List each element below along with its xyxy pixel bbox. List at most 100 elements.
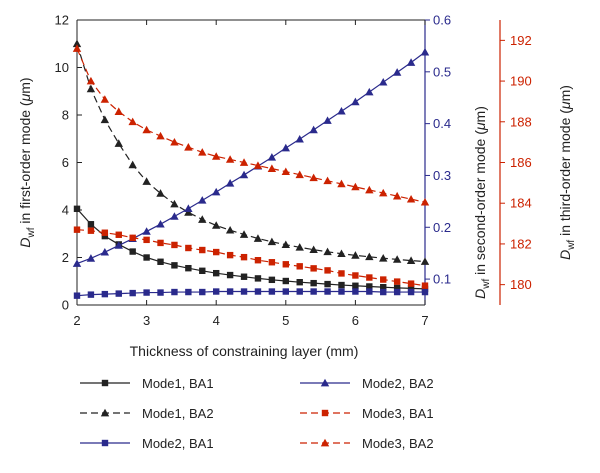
data-point [267,153,277,161]
data-point [338,270,345,277]
data-point [213,248,220,256]
legend-label: Mode3, BA1 [362,406,434,421]
data-point [199,288,206,296]
data-point [171,241,178,249]
data-point [101,290,109,298]
data-point [170,137,179,146]
data-point [338,281,345,289]
right2-axis-title-var: D [557,250,573,260]
left-tick-label: 8 [62,108,69,123]
data-point [129,234,136,242]
legend-label: Mode1, BA2 [142,406,214,421]
data-point [392,68,402,76]
right1-axis-title: Dwf in second-order mode (μm) [472,106,492,299]
right2-tick-label: 184 [510,196,532,211]
legend-label: Mode3, BA2 [362,436,434,451]
data-point [240,273,248,280]
right1-tick-label: 0.4 [433,116,451,131]
data-point [129,248,136,255]
data-point [226,288,234,295]
data-point [324,280,331,288]
data-point [282,288,289,295]
data-point [406,194,416,203]
data-point [239,230,249,238]
data-point [170,199,179,208]
data-point [406,256,416,264]
data-point [282,261,289,268]
data-point [240,253,248,261]
data-point [100,247,110,256]
data-point [281,240,290,249]
data-point [365,252,374,261]
data-point [268,288,276,295]
legend-item: Mode2, BA2 [300,376,434,391]
data-point [73,226,81,233]
right1-tick-label: 0.5 [433,64,451,79]
data-point [351,251,360,259]
right2-axis-title-text: in third-order mode ( [557,109,573,240]
right2-axis-title-sub: wf [566,240,577,251]
labels-layer: Thickness of constraining layer (mm) Dwf… [17,77,577,359]
legend-item: Mode1, BA1 [80,376,214,391]
data-point [310,279,317,287]
data-point [281,167,290,176]
right2-axis-title-unit-italic: μ [557,101,573,110]
right2-tick-label: 186 [510,155,532,170]
series-mode3-ba2 [72,44,430,206]
series-line [76,290,425,297]
data-point [309,173,318,182]
data-point [337,179,346,188]
left-tick-label: 6 [62,155,69,170]
legend-marker [101,379,109,387]
left-tick-label: 0 [62,298,69,313]
data-point [406,58,416,66]
data-point [213,288,220,295]
data-point [310,288,317,295]
series-mode3-ba1 [73,226,429,289]
legend-marker [320,378,330,387]
data-point [351,182,360,191]
data-point [185,288,192,296]
legend-label: Mode1, BA1 [142,376,214,391]
left-axis-title-sub: wf [26,227,37,238]
data-point [267,164,277,172]
axes-layer: 2 3 4 5 6 70246810120.10.20.30.40.50.61801821… [55,13,532,329]
data-point [199,246,206,254]
data-point [366,274,373,281]
data-point [420,257,430,265]
data-point [309,125,318,134]
data-point [101,232,109,240]
data-point [184,204,193,212]
data-point [156,131,165,140]
data-point [73,205,81,213]
data-point [115,231,122,238]
right1-tick-label: 0.6 [433,13,451,28]
x-tick-label: 4 [213,313,220,328]
data-point [352,288,359,295]
data-point [323,116,332,124]
data-point [393,278,401,285]
left-tick-label: 12 [55,13,69,28]
data-point [225,179,235,187]
data-point [351,97,360,106]
data-point [420,47,430,56]
data-point [198,148,207,156]
data-point [324,267,331,274]
data-point [253,161,263,169]
right2-tick-label: 182 [510,236,532,251]
data-point [337,107,346,115]
data-point [282,277,289,285]
data-point [253,234,263,242]
x-tick-label: 6 [352,313,359,328]
data-point [421,288,429,296]
x-tick-label: 2 [73,313,80,328]
data-point [213,269,220,277]
right1-axis-title-var: D [472,289,488,299]
data-point [72,44,82,52]
series-mode2-ba1 [73,288,429,299]
data-point [72,39,82,48]
data-point [379,188,388,197]
data-point [267,237,277,246]
data-point [239,170,249,179]
data-point [420,197,430,206]
